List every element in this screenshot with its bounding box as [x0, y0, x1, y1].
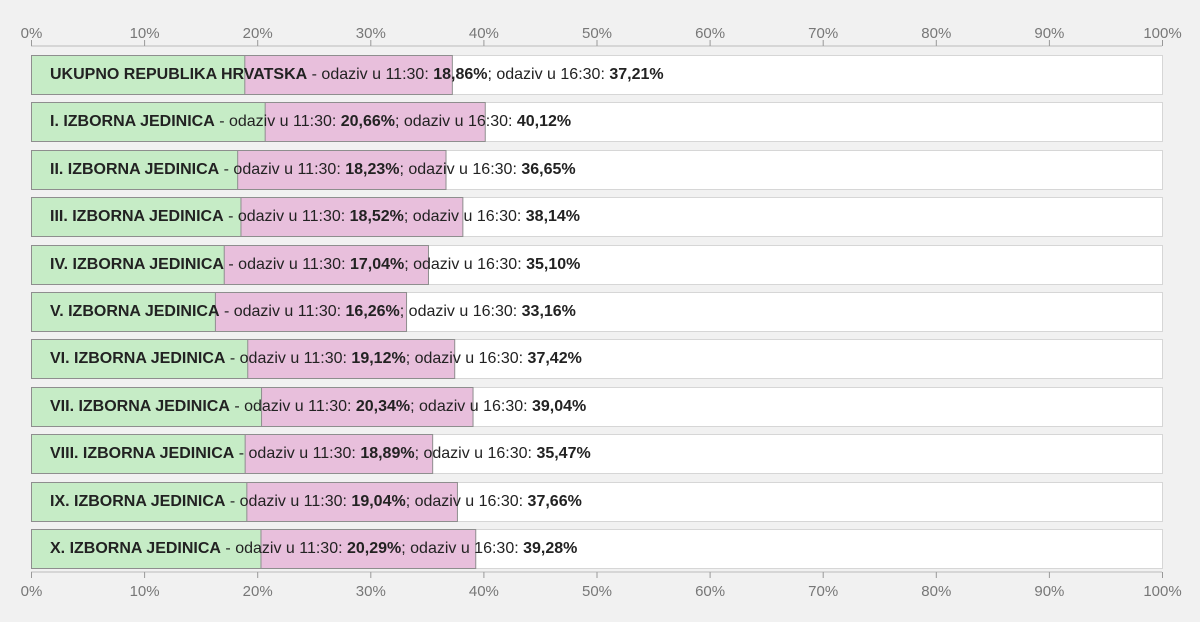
bar-11-30 [31, 55, 246, 95]
bar-11-30 [31, 434, 246, 474]
tick-label-top: 30% [356, 25, 386, 42]
tick-label-top: 70% [808, 25, 838, 42]
tick-label-top: 10% [130, 25, 160, 42]
tick-label-bottom: 80% [921, 583, 951, 600]
tick-label-bottom: 10% [130, 583, 160, 600]
tick-label-bottom: 100% [1143, 583, 1181, 600]
tick-label-bottom: 50% [582, 583, 612, 600]
bar-11-30 [31, 150, 239, 190]
bar-11-30 [31, 339, 249, 379]
tick-label-bottom: 0% [21, 583, 43, 600]
tick-label-top: 60% [695, 25, 725, 42]
tick-label-top: 40% [469, 25, 499, 42]
bar-11-30 [31, 387, 263, 427]
tick-label-bottom: 30% [356, 583, 386, 600]
tick-label-bottom: 60% [695, 583, 725, 600]
bar-11-30 [31, 482, 248, 522]
bar-11-30 [31, 197, 242, 237]
bar-11-30 [31, 102, 266, 142]
tick-label-top: 0% [21, 25, 43, 42]
tick-label-top: 90% [1034, 25, 1064, 42]
tick-label-top: 80% [921, 25, 951, 42]
tick-label-top: 50% [582, 25, 612, 42]
bar-11-30 [31, 529, 262, 569]
tick-label-bottom: 20% [243, 583, 273, 600]
tick-label-bottom: 70% [808, 583, 838, 600]
bar-11-30 [31, 292, 216, 332]
tick-label-bottom: 40% [469, 583, 499, 600]
tick-label-top: 100% [1143, 25, 1181, 42]
tick-label-bottom: 90% [1034, 583, 1064, 600]
bar-11-30 [31, 245, 225, 285]
tick-label-top: 20% [243, 25, 273, 42]
